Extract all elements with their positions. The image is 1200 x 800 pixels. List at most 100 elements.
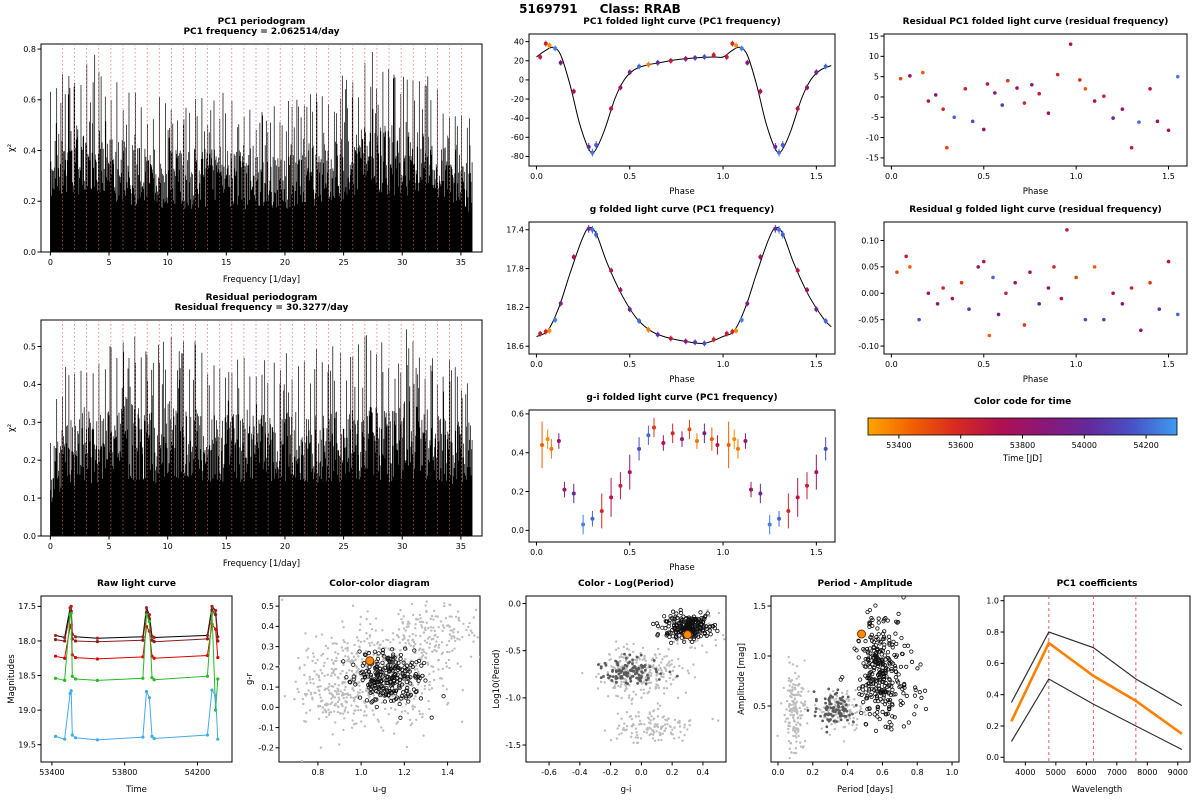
svg-text:g-i folded light curve (PC1 fr: g-i folded light curve (PC1 frequency) (586, 393, 777, 403)
svg-text:4000: 4000 (1015, 768, 1035, 777)
svg-text:6000: 6000 (1076, 768, 1096, 777)
svg-text:20: 20 (514, 57, 524, 66)
panel-residual-periodogram: 0 5 10 15 20 25 30 35 0.0 0.1 0.2 0.3 0.4 0.5 Frequenc… (5, 290, 492, 570)
svg-text:19.0: 19.0 (18, 706, 36, 715)
svg-text:u-g: u-g (373, 785, 387, 795)
svg-text:20: 20 (280, 258, 290, 267)
svg-text:0.4: 0.4 (511, 449, 524, 458)
svg-text:Wavelength: Wavelength (1072, 785, 1122, 795)
page-title: 5169791 Class: RRAB (0, 2, 1200, 16)
panel-time-colorbar: 53400 53600 53800 54000 54200 Time [JD] Color … (850, 392, 1195, 492)
svg-text:5: 5 (106, 258, 111, 267)
svg-text:18.0: 18.0 (18, 637, 36, 646)
panel-pc1-periodogram: 0 5 10 15 20 25 30 35 0.0 0.2 0.4 0.6 0.8 Frequency [… (5, 14, 492, 286)
svg-text:PC1 coefficients: PC1 coefficients (1057, 579, 1138, 589)
chart-period-amp: 0.0 0.2 0.4 0.6 0.8 1.0 0.5 1.0 1.5 Period [days]… (737, 579, 960, 795)
svg-text:-20: -20 (511, 95, 524, 104)
svg-text:0.5: 0.5 (623, 172, 636, 181)
svg-text:10: 10 (869, 52, 879, 61)
svg-text:PC1 periodogram: PC1 periodogram (218, 17, 306, 27)
svg-text:1.5: 1.5 (1162, 172, 1175, 181)
svg-text:0.5: 0.5 (23, 342, 36, 351)
svg-text:0.2: 0.2 (511, 487, 524, 496)
svg-text:-0.1: -0.1 (258, 723, 274, 732)
svg-text:0.0: 0.0 (508, 599, 521, 608)
panel-residual-g-folded: 0.0 0.5 1.0 1.5 -0.10 -0.05 0.00 0.05 0.10 Phase R… (850, 202, 1195, 386)
svg-text:Period [days]: Period [days] (837, 785, 893, 795)
svg-text:1.0: 1.0 (1070, 360, 1083, 369)
svg-text:0.4: 0.4 (841, 768, 854, 777)
chart-res-pc1: 0.0 0.5 1.0 1.5 -15 -10 -5 0 5 10 15 Phase Residual … (866, 17, 1188, 197)
svg-text:1.2: 1.2 (398, 768, 411, 777)
svg-text:19.5: 19.5 (18, 741, 36, 750)
svg-text:1.0: 1.0 (355, 768, 368, 777)
svg-text:0.4: 0.4 (697, 768, 710, 777)
panel-pc1-folded-light-curve: 0.0 0.5 1.0 1.5 -80 -60 -40 -20 0 20 40 Phase PC1 fo… (495, 14, 843, 198)
class-label: Class: RRAB (599, 2, 681, 16)
svg-text:0.0: 0.0 (261, 703, 274, 712)
svg-text:15: 15 (221, 258, 231, 267)
svg-text:χ²: χ² (7, 144, 17, 152)
svg-text:1.5: 1.5 (1162, 360, 1175, 369)
panel-pc1-coefficients: 4000 5000 6000 7000 8000 9000 0.0 0.2 0.4 0.6 0.8 1… (968, 576, 1196, 796)
svg-text:Frequency [1/day]: Frequency [1/day] (223, 559, 300, 569)
svg-text:0.8: 0.8 (911, 768, 924, 777)
svg-text:0.0: 0.0 (530, 360, 543, 369)
chart-color-color: 0.8 1.0 1.2 1.4 -0.2 -0.1 0.0 0.1 0.2 0.3 0.4 0.5 u-… (245, 579, 481, 795)
svg-text:54200: 54200 (1133, 441, 1158, 450)
svg-text:0.1: 0.1 (261, 683, 274, 692)
svg-text:15: 15 (869, 32, 879, 41)
svg-text:1.0: 1.0 (717, 172, 730, 181)
svg-text:0.0: 0.0 (23, 532, 36, 541)
svg-text:Residual g folded light curve: Residual g folded light curve (residual … (909, 205, 1162, 215)
svg-text:Phase: Phase (669, 187, 694, 197)
svg-text:-0.5: -0.5 (505, 647, 521, 656)
svg-text:g-i: g-i (621, 785, 632, 795)
panel-gi-folded-light-curve: 0.0 0.5 1.0 1.5 0.0 0.2 0.4 0.6 Phase g-i folded … (495, 390, 843, 574)
svg-text:Log10(Period): Log10(Period) (492, 649, 502, 708)
svg-text:25: 25 (339, 258, 349, 267)
chart-raw-lc: 53400 53800 54200 17.5 18.0 18.5 19.0 19.5 Time M… (7, 579, 233, 795)
svg-text:5: 5 (874, 72, 879, 81)
svg-text:0.3: 0.3 (23, 418, 36, 427)
svg-text:17.8: 17.8 (506, 264, 524, 273)
svg-text:0.5: 0.5 (261, 602, 274, 611)
svg-text:25: 25 (339, 542, 349, 551)
svg-text:10: 10 (163, 258, 173, 267)
chart-res-g: 0.0 0.5 1.0 1.5 -0.10 -0.05 0.00 0.05 0.10 Phase R… (858, 205, 1188, 385)
svg-text:18.6: 18.6 (506, 342, 524, 351)
chart-pc1-coeff: 4000 5000 6000 7000 8000 9000 0.0 0.2 0.4 0.6 0.8 1… (986, 579, 1191, 795)
svg-text:0.0: 0.0 (772, 768, 785, 777)
svg-text:0.6: 0.6 (23, 96, 36, 105)
svg-text:Residual PC1 folded light curv: Residual PC1 folded light curve (residua… (903, 17, 1169, 27)
svg-text:0: 0 (874, 93, 879, 102)
svg-text:0.8: 0.8 (312, 768, 325, 777)
svg-text:54200: 54200 (185, 768, 210, 777)
svg-text:0.0: 0.0 (986, 753, 999, 762)
svg-text:1.0: 1.0 (717, 548, 730, 557)
svg-text:g-r: g-r (245, 673, 255, 685)
svg-text:0.0: 0.0 (885, 172, 898, 181)
svg-text:χ²: χ² (7, 424, 17, 432)
svg-text:35: 35 (456, 258, 466, 267)
svg-text:54000: 54000 (1072, 441, 1097, 450)
svg-text:17.5: 17.5 (18, 602, 36, 611)
svg-text:-0.05: -0.05 (858, 315, 879, 324)
panel-period-amplitude: 0.0 0.2 0.4 0.6 0.8 1.0 0.5 1.0 1.5 Period [days]… (735, 576, 965, 796)
svg-text:-15: -15 (866, 154, 879, 163)
svg-text:9000: 9000 (1168, 768, 1188, 777)
svg-text:1.0: 1.0 (946, 768, 959, 777)
svg-text:PC1 frequency = 2.062514/day: PC1 frequency = 2.062514/day (183, 27, 339, 37)
svg-text:1.5: 1.5 (810, 172, 823, 181)
svg-text:0.2: 0.2 (806, 768, 819, 777)
svg-text:18.5: 18.5 (18, 671, 36, 680)
svg-text:0.0: 0.0 (511, 526, 524, 535)
svg-text:30: 30 (397, 542, 407, 551)
svg-text:0.0: 0.0 (530, 172, 543, 181)
chart-pc1-folded: 0.0 0.5 1.0 1.5 -80 -60 -40 -20 0 20 40 Phase PC1 fo… (511, 17, 836, 197)
svg-text:53600: 53600 (948, 441, 973, 450)
svg-text:1.0: 1.0 (1070, 172, 1083, 181)
svg-text:1.5: 1.5 (810, 360, 823, 369)
svg-text:Phase: Phase (1023, 187, 1048, 197)
